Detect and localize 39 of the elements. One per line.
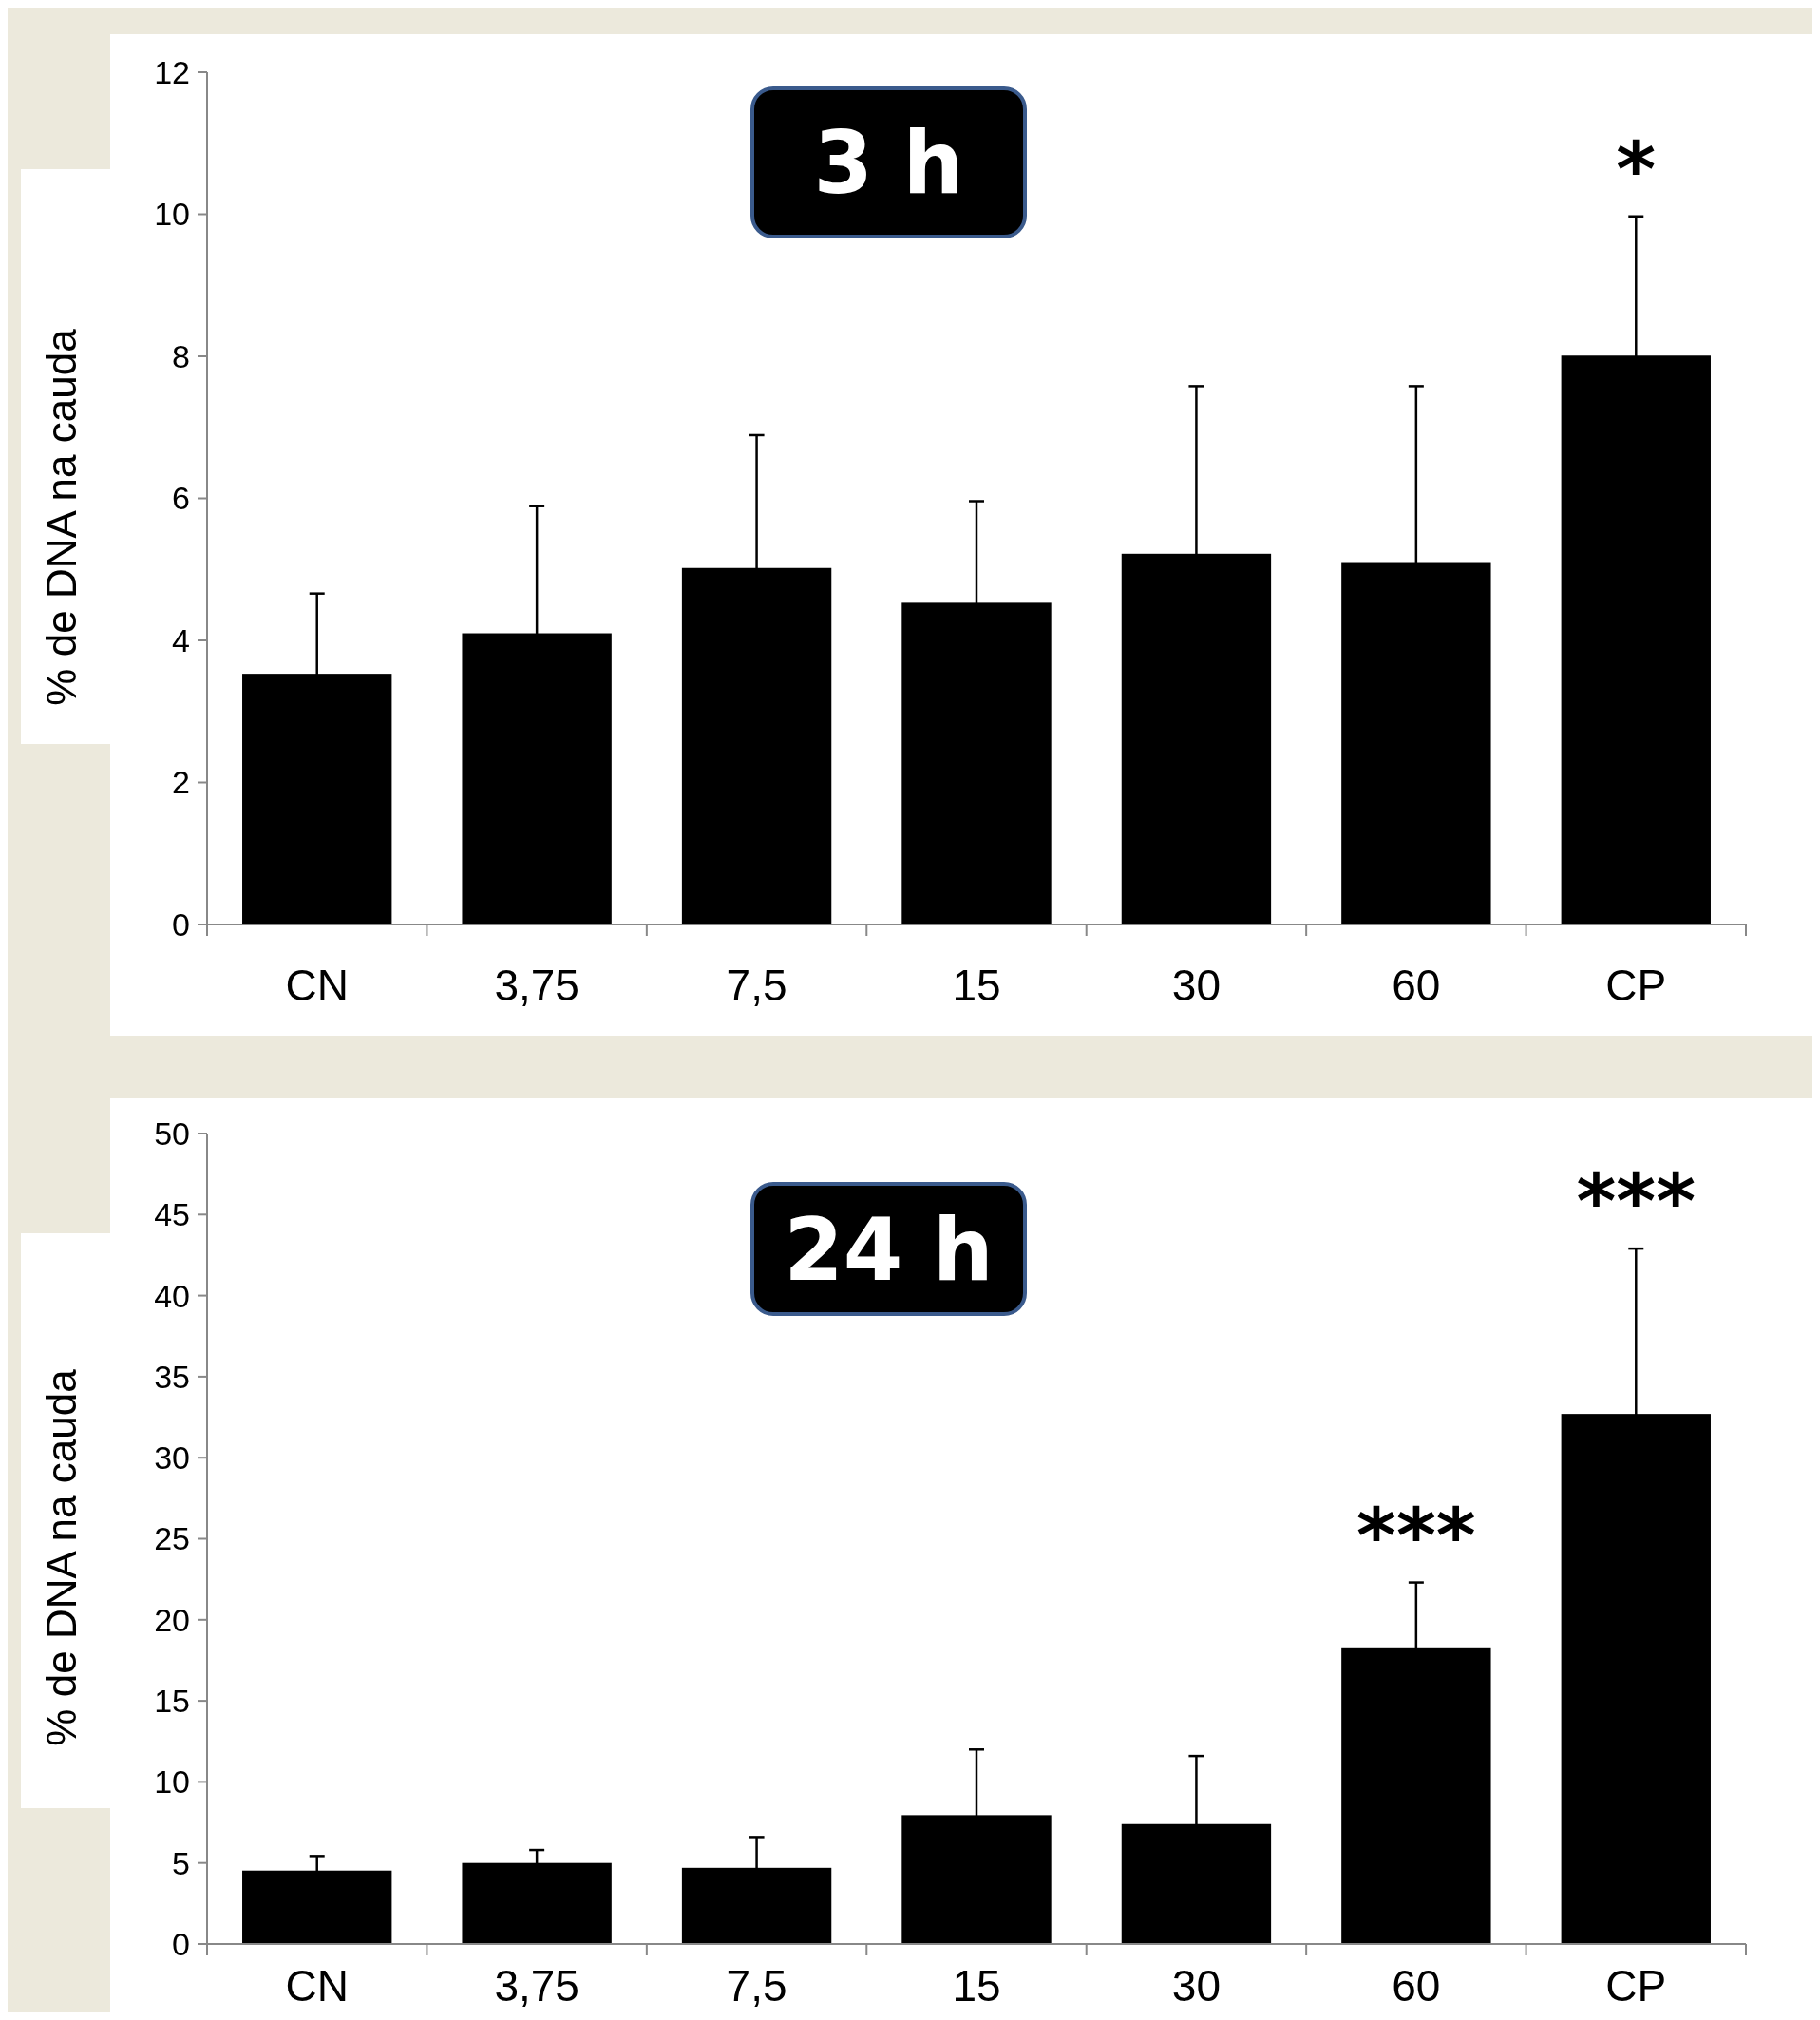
y-tick-label: 0 [172, 1925, 190, 1962]
y-tick-label: 45 [154, 1196, 190, 1233]
x-tick-label: 60 [1392, 1961, 1441, 2010]
y-tick-label: 15 [154, 1683, 190, 1719]
y-tick-label: 35 [154, 1358, 190, 1395]
annotation: *** [1356, 1491, 1476, 1580]
x-tick-label: 3,75 [494, 961, 579, 1010]
x-tick-label: 15 [952, 961, 1001, 1010]
x-tick-label: 15 [952, 1961, 1001, 2010]
y-tick-label: 50 [154, 1115, 190, 1152]
x-tick-label: CN [285, 1961, 349, 2010]
y-tick-label: 20 [154, 1601, 190, 1638]
y-tick-label: 2 [172, 764, 190, 801]
annotation: *** [1576, 1157, 1697, 1247]
y-tick-label: 25 [154, 1520, 190, 1557]
text: 24 h [784, 1199, 994, 1300]
x-tick-label: 60 [1392, 961, 1441, 1010]
y-tick-label: 5 [172, 1844, 190, 1881]
x-tick-label: CP [1605, 961, 1667, 1010]
annotation: * [1616, 124, 1657, 214]
x-tick-label: 30 [1171, 961, 1222, 1010]
x-tick-label: CN [285, 961, 349, 1010]
x-tick-label: 7,5 [726, 1961, 787, 2010]
y-tick-label: 40 [154, 1277, 190, 1314]
y-tick-label: 6 [172, 480, 190, 517]
y-tick-label: 10 [154, 1763, 190, 1801]
y-tick-label: 12 [154, 53, 190, 90]
y-tick-label: 30 [154, 1439, 190, 1477]
x-tick-label: 3,75 [494, 1961, 579, 2010]
y-axis-title: % de DNA na cauda [38, 328, 85, 706]
y-tick-label: 4 [172, 621, 190, 658]
y-tick-label: 10 [154, 196, 190, 233]
y-tick-label: 8 [172, 337, 190, 374]
text: 3 h [813, 113, 964, 214]
x-tick-label: CP [1605, 1961, 1667, 2010]
x-tick-label: 7,5 [726, 961, 787, 1010]
x-tick-label: 30 [1171, 1961, 1222, 2010]
y-tick-label: 0 [172, 905, 190, 943]
y-axis-title: % de DNA na cauda [38, 1368, 85, 1746]
